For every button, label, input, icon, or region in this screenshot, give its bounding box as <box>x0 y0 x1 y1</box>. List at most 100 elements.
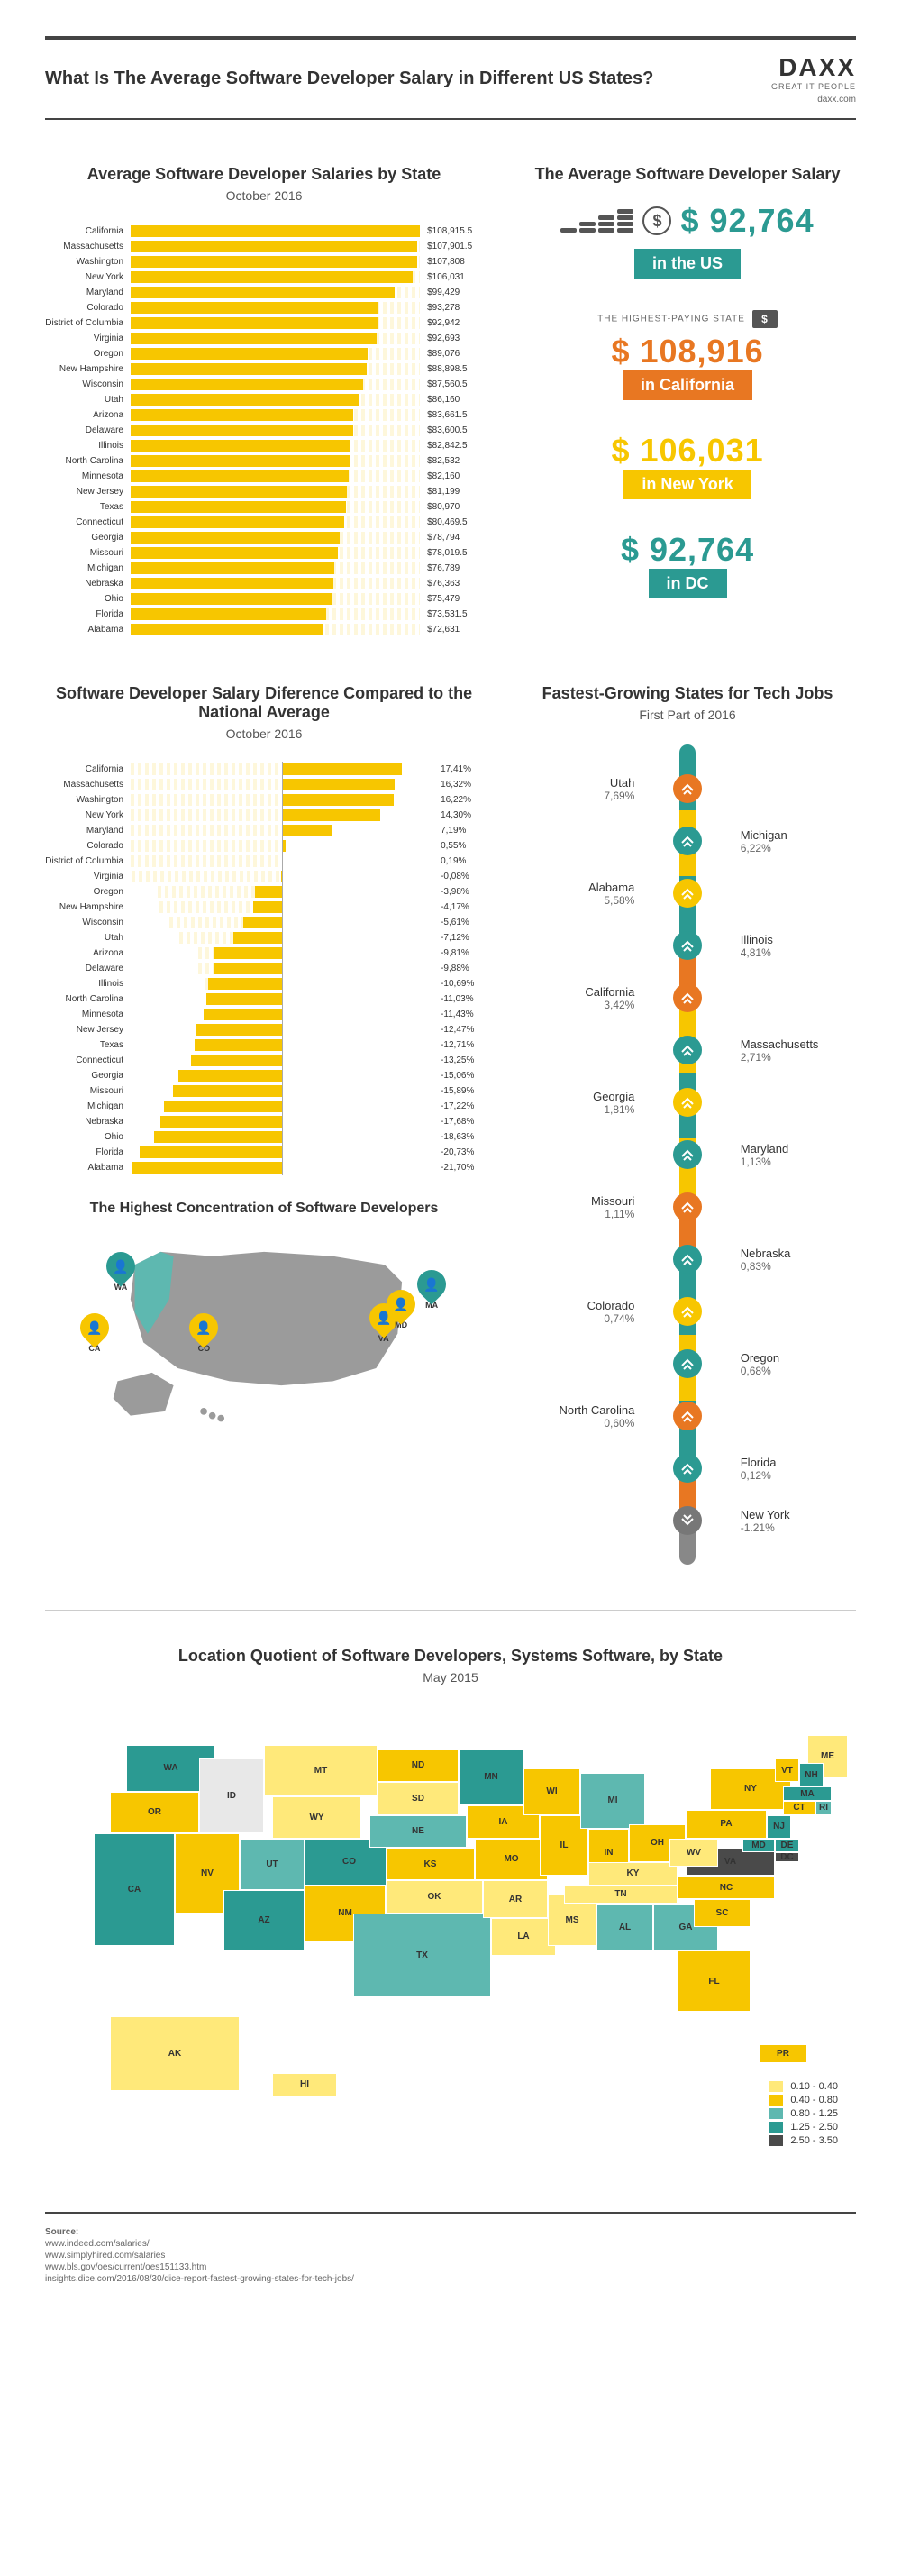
diff-track <box>131 1009 433 1020</box>
bar-state-label: Michigan <box>45 563 131 573</box>
map-state: LA <box>491 1918 556 1956</box>
timeline-state: Georgia <box>519 1090 634 1103</box>
timeline-state: Michigan <box>741 828 856 842</box>
source-item: insights.dice.com/2016/08/30/dice-report… <box>45 2274 856 2284</box>
bar-track <box>131 486 420 498</box>
diff-bar-row: Alabama -21,70% <box>45 1162 483 1174</box>
logo-tagline: GREAT IT PEOPLE <box>771 82 856 91</box>
salary-bar-row: New Hampshire $88,898.5 <box>45 363 483 375</box>
diff-bar-row: Michigan -17,22% <box>45 1101 483 1112</box>
map-state: TN <box>564 1886 678 1905</box>
timeline-text: Illinois 4,81% <box>705 933 856 959</box>
map-state: ID <box>199 1758 264 1833</box>
concentration-map-title: The Highest Concentration of Software De… <box>45 1201 483 1217</box>
bar-state-label: California <box>45 226 131 236</box>
timeline-state: New York <box>741 1508 856 1521</box>
diff-track <box>131 855 433 867</box>
diff-value-label: -9,81% <box>433 948 483 958</box>
timeline-state: Missouri <box>519 1194 634 1208</box>
bar-state-label: New Hampshire <box>45 364 131 374</box>
bar-value-label: $80,469.5 <box>420 517 483 527</box>
diff-track <box>131 901 433 913</box>
highlights-title: The Average Software Developer Salary <box>519 165 856 184</box>
bar-value-label: $107,901.5 <box>420 242 483 251</box>
bar-track <box>131 425 420 436</box>
diff-state-label: Illinois <box>45 979 131 989</box>
bar-state-label: New Jersey <box>45 487 131 497</box>
header: What Is The Average Software Developer S… <box>45 36 856 120</box>
salary-bar-row: North Carolina $82,532 <box>45 455 483 467</box>
diff-value-label: -17,68% <box>433 1117 483 1127</box>
bar-state-label: District of Columbia <box>45 318 131 328</box>
timeline-text: Michigan 6,22% <box>705 828 856 854</box>
bar-track <box>131 578 420 589</box>
map-state: RI <box>815 1801 832 1815</box>
timeline-dot-icon <box>673 1506 702 1535</box>
diff-track <box>131 1070 433 1082</box>
legend-label: 0.10 - 0.40 <box>790 2081 838 2092</box>
bar-track <box>131 379 420 390</box>
diff-track <box>131 1146 433 1158</box>
diff-bar-row: Minnesota -11,43% <box>45 1009 483 1020</box>
diff-track <box>131 1055 433 1066</box>
bar-track <box>131 256 420 268</box>
diff-state-label: Arizona <box>45 948 131 958</box>
timeline-value: 1,11% <box>519 1208 634 1220</box>
diff-bar-row: Massachusetts 16,32% <box>45 779 483 790</box>
bar-track <box>131 455 420 467</box>
diff-state-label: Alabama <box>45 1163 131 1173</box>
bar-value-label: $73,531.5 <box>420 609 483 619</box>
bar-state-label: Nebraska <box>45 579 131 589</box>
diff-state-label: North Carolina <box>45 994 131 1004</box>
diff-track <box>131 1024 433 1036</box>
diff-state-label: Colorado <box>45 841 131 851</box>
map-state: UT <box>240 1839 305 1890</box>
map-state: MA <box>783 1786 832 1801</box>
timeline-dot-icon <box>673 1192 702 1221</box>
diff-state-label: New Jersey <box>45 1025 131 1035</box>
diff-bar-row: Delaware -9,88% <box>45 963 483 974</box>
bar-state-label: Missouri <box>45 548 131 558</box>
map-state: TX <box>353 1914 491 1998</box>
diff-value-label: -15,06% <box>433 1071 483 1081</box>
salary-bar-row: Florida $73,531.5 <box>45 608 483 620</box>
timeline-dot-icon <box>673 827 702 855</box>
timeline-item: Georgia 1,81% <box>519 1076 856 1128</box>
timeline-text: Massachusetts 2,71% <box>705 1037 856 1064</box>
diff-value-label: -21,70% <box>433 1163 483 1173</box>
salary-chart-subtitle: October 2016 <box>45 188 483 203</box>
timeline-item: New York -1.21% <box>519 1494 856 1547</box>
bar-value-label: $83,600.5 <box>420 425 483 435</box>
salary-bar-row: Arizona $83,661.5 <box>45 409 483 421</box>
diff-track <box>131 809 433 821</box>
bar-value-label: $83,661.5 <box>420 410 483 420</box>
bar-state-label: Wisconsin <box>45 379 131 389</box>
ca-amount: $ 108,916 <box>519 333 856 370</box>
map-state: MN <box>459 1749 523 1805</box>
timeline-value: 4,81% <box>741 946 856 959</box>
ny-amount: $ 106,031 <box>519 432 856 470</box>
diff-bar-row: Maryland 7,19% <box>45 825 483 836</box>
diff-state-label: Nebraska <box>45 1117 131 1127</box>
map-state: AZ <box>223 1890 305 1951</box>
diff-track <box>131 932 433 944</box>
bar-value-label: $76,363 <box>420 579 483 589</box>
diff-value-label: -4,17% <box>433 902 483 912</box>
timeline-dot-icon <box>673 1297 702 1326</box>
map-state: MO <box>475 1839 548 1881</box>
sources: Source: www.indeed.com/salaries/www.simp… <box>45 2212 856 2284</box>
timeline-text: Florida 0,12% <box>705 1456 856 1482</box>
bar-value-label: $82,842.5 <box>420 441 483 451</box>
diff-state-label: Georgia <box>45 1071 131 1081</box>
timeline-state: Maryland <box>741 1142 856 1156</box>
bar-value-label: $86,160 <box>420 395 483 405</box>
bar-track <box>131 363 420 375</box>
diff-state-label: Wisconsin <box>45 918 131 927</box>
timeline-dot-icon <box>673 1140 702 1169</box>
diff-bar-row: North Carolina -11,03% <box>45 993 483 1005</box>
map-state: OR <box>110 1792 199 1834</box>
diff-value-label: -15,89% <box>433 1086 483 1096</box>
legend-row: 0.40 - 0.80 <box>769 2095 838 2106</box>
map-state: AL <box>596 1904 653 1950</box>
diff-bar-row: Nebraska -17,68% <box>45 1116 483 1128</box>
